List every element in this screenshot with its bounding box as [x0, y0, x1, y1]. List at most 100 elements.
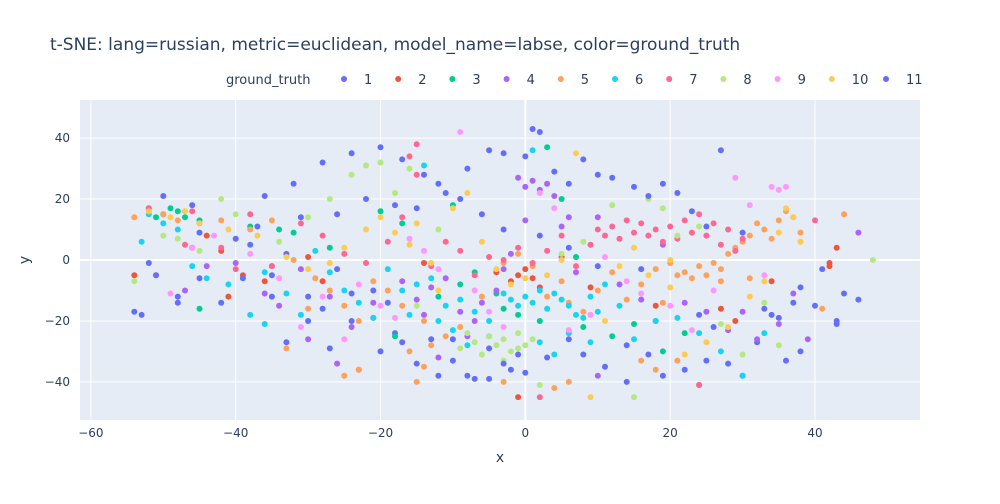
data-point [370, 278, 377, 285]
legend-marker [503, 76, 510, 82]
data-point [384, 238, 391, 245]
data-point [768, 235, 775, 242]
data-point [536, 318, 543, 324]
data-point [421, 260, 427, 266]
legend-item-3[interactable]: 3 [449, 73, 481, 88]
data-point [522, 342, 529, 349]
legend-item-7[interactable]: 7 [666, 73, 697, 88]
data-point [696, 263, 703, 270]
data-point [536, 190, 543, 196]
data-point [558, 232, 565, 239]
data-point [348, 171, 355, 178]
data-point [189, 244, 196, 251]
data-point [565, 244, 572, 251]
legend-label: 10 [852, 73, 869, 88]
data-point [681, 217, 688, 224]
data-point [334, 211, 341, 218]
data-point [522, 183, 529, 190]
data-point [261, 321, 268, 327]
data-point [326, 345, 333, 352]
data-point [565, 302, 572, 309]
data-point [341, 287, 348, 294]
data-point [761, 226, 768, 233]
data-point [232, 235, 239, 242]
data-point [384, 287, 391, 294]
data-point [580, 324, 587, 330]
data-point [261, 269, 268, 276]
data-point [326, 269, 333, 276]
data-point [754, 220, 761, 227]
data-point [268, 263, 275, 270]
data-point [297, 311, 304, 318]
data-point [544, 144, 551, 151]
legend-item-5[interactable]: 5 [557, 73, 589, 88]
legend-item-6[interactable]: 6 [612, 73, 643, 88]
data-point [587, 293, 594, 300]
data-point [160, 193, 167, 199]
data-point [421, 171, 427, 178]
legend-label: 9 [798, 73, 806, 88]
data-point [544, 293, 551, 300]
data-point [500, 378, 507, 385]
data-point [326, 287, 333, 294]
data-point [435, 287, 442, 294]
data-point [580, 156, 587, 163]
data-point [609, 333, 616, 340]
data-point [500, 266, 507, 273]
data-point [717, 348, 724, 355]
legend-item-8[interactable]: 8 [720, 73, 752, 88]
y-tick-label: 40 [55, 131, 70, 145]
legend-item-9[interactable]: 9 [774, 73, 806, 88]
data-point [203, 275, 210, 282]
data-point [196, 220, 203, 227]
legend-item-2[interactable]: 2 [395, 73, 426, 88]
series-6 [138, 147, 768, 379]
data-point [696, 311, 703, 318]
legend-item-11[interactable]: 11 [883, 73, 923, 88]
data-point [435, 266, 442, 273]
data-point [717, 266, 724, 273]
data-point [594, 287, 601, 294]
data-point [500, 150, 507, 157]
data-point [457, 247, 464, 254]
legend-item-10[interactable]: 10 [828, 73, 869, 88]
data-point [696, 382, 703, 388]
x-tick-label: −60 [78, 426, 103, 440]
legend-item-1[interactable]: 1 [341, 73, 372, 88]
data-point [565, 214, 572, 221]
data-point [406, 165, 413, 172]
data-point [196, 305, 203, 312]
data-point [659, 180, 666, 187]
data-point [587, 241, 594, 248]
data-point [783, 357, 789, 364]
data-point [428, 284, 435, 291]
data-point [305, 266, 312, 273]
data-point [283, 254, 290, 260]
data-point [819, 305, 826, 312]
data-point [421, 318, 427, 324]
data-point [659, 372, 666, 379]
legend-item-4[interactable]: 4 [503, 73, 535, 88]
data-point [681, 351, 688, 358]
data-point [261, 193, 268, 199]
data-point [319, 305, 326, 312]
data-point [681, 330, 688, 337]
data-point [710, 260, 717, 266]
data-point [413, 205, 420, 212]
data-point [471, 272, 478, 279]
data-point [457, 196, 464, 202]
legend-marker [612, 76, 618, 82]
data-point [717, 321, 724, 327]
data-point [703, 308, 710, 315]
data-point [457, 308, 464, 315]
x-tick-label: −20 [368, 426, 393, 440]
data-point [544, 354, 551, 361]
data-point [515, 330, 522, 337]
legend[interactable]: ground_truth 1 2 3 4 5 6 7 8 9 10 11 [226, 73, 923, 88]
data-point [457, 324, 464, 330]
data-point [174, 208, 181, 215]
data-point [493, 266, 500, 273]
data-point [717, 241, 724, 248]
data-point [384, 266, 391, 273]
data-point [435, 226, 442, 233]
